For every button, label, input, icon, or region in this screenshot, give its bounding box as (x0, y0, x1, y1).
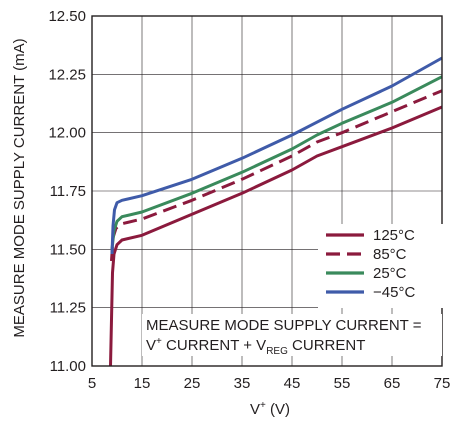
y-axis-title: MEASURE MODE SUPPLY CURRENT (mA) (11, 38, 28, 337)
y-tick-label: 11.25 (50, 300, 86, 317)
x-axis-title-unit: (V) (266, 401, 290, 418)
legend-label-minus45c: −45°C (373, 284, 415, 301)
annotation-line-1: MEASURE MODE SUPPLY CURRENT = (146, 317, 422, 334)
x-axis-title: V+ (V) (250, 400, 290, 418)
y-tick-label: 12.50 (48, 8, 86, 25)
x-tick-label: 35 (234, 375, 251, 392)
y-tick-label: 11.00 (50, 358, 86, 375)
x-tick-label: 55 (334, 375, 351, 392)
legend-label-125c: 125°C (373, 227, 415, 244)
x-tick-label: 65 (384, 375, 401, 392)
legend-label-85c: 85°C (373, 246, 407, 263)
annotation: MEASURE MODE SUPPLY CURRENT = V+ CURRENT… (142, 314, 442, 357)
x-tick-label: 25 (184, 375, 201, 392)
x-tick-label: 15 (134, 375, 151, 392)
y-tick-label: 11.50 (50, 241, 86, 258)
x-tick-label: 75 (434, 375, 451, 392)
y-tick-label: 11.75 (50, 183, 86, 200)
y-tick-label: 12.00 (48, 125, 86, 142)
x-axis-title-var: V (250, 401, 260, 418)
x-tick-label: 5 (88, 375, 96, 392)
y-tick-label: 12.25 (48, 66, 86, 83)
x-tick-label: 45 (284, 375, 301, 392)
annotation-line-2: V+ CURRENT + VREG CURRENT (146, 336, 365, 357)
legend-label-25c: 25°C (373, 265, 407, 282)
legend: 125°C 85°C 25°C −45°C (318, 224, 448, 308)
